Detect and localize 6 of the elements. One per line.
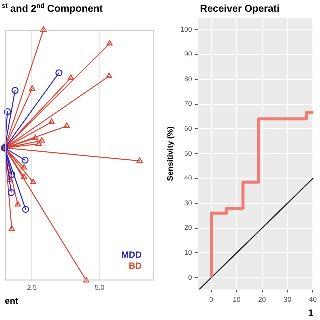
x-axis-title: 1: [308, 308, 314, 318]
text: BD: [129, 260, 142, 271]
x-axis-title: ent: [5, 296, 19, 306]
y-axis-title: Sensitivity (%): [166, 126, 176, 182]
chart-title: Receiver Operati: [200, 4, 280, 15]
text: MDD: [122, 250, 142, 260]
